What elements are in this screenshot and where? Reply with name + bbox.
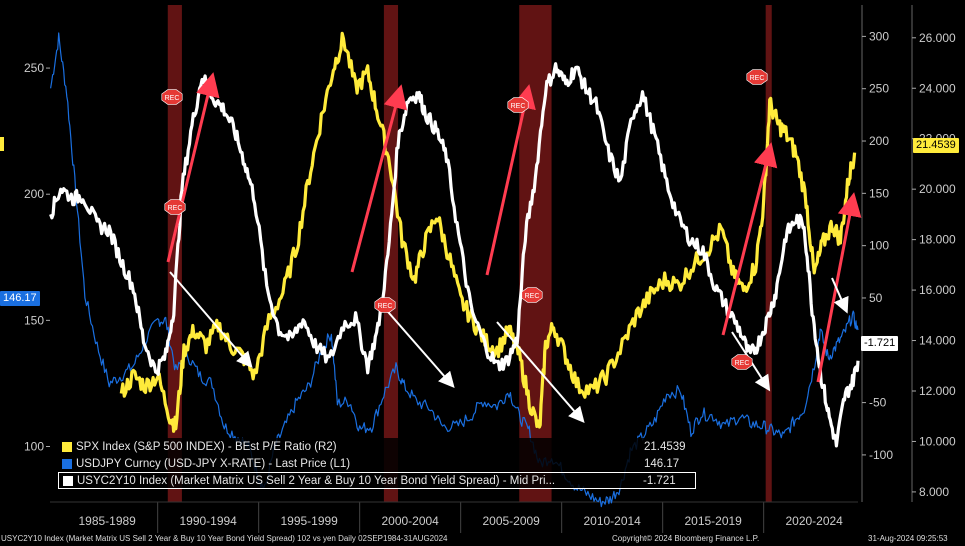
footer-description: USYC2Y10 Index (Market Matrix US Sell 2 … <box>1 534 448 543</box>
r2-tick-label: 16.000 <box>919 283 956 297</box>
trend-arrow-up <box>721 142 778 336</box>
chart-legend: SPX Index (S&P 500 INDEX) - BEst P/E Rat… <box>58 438 698 489</box>
r2-tick-label: 26.000 <box>919 31 956 45</box>
r1-tick-label: 100 <box>869 239 889 253</box>
chart-footer: USYC2Y10 Index (Market Matrix US Sell 2 … <box>0 533 965 546</box>
x-tick-label: 1985-1989 <box>78 514 136 528</box>
legend-entry-spx[interactable]: SPX Index (S&P 500 INDEX) - BEst P/E Rat… <box>58 438 698 455</box>
r2-tick-label: 18.000 <box>919 233 956 247</box>
chart-canvas: 1985-1989 1990-1994 1995-1999 2000-2004 2005… <box>0 5 956 533</box>
x-tick-label: 2010-2014 <box>583 514 641 528</box>
rec-badge: REC <box>731 354 753 370</box>
r1-tick-label: 150 <box>869 186 889 200</box>
rec-badge: REC <box>374 297 396 313</box>
series-line-usyc2y10 <box>49 62 860 448</box>
r2-tick-label: 12.000 <box>919 384 956 398</box>
rec-badge-text: REC <box>378 303 393 310</box>
rec-badge-shape <box>746 69 768 85</box>
rec-badge-shape <box>164 199 186 215</box>
trend-arrow-up <box>350 84 408 273</box>
trend-arrow-down <box>496 321 585 424</box>
footer-timestamp: 31-Aug-2024 09:25:53 <box>868 534 948 543</box>
r2-tick-label: 14.000 <box>919 334 956 348</box>
footer-copyright: Copyright© 2024 Bloomberg Finance L.P. <box>612 534 760 543</box>
rec-badge-shape <box>374 297 396 313</box>
legend-label-2s10s: USYC2Y10 Index (Market Matrix US Sell 2 … <box>77 474 556 487</box>
rec-badge-text: REC <box>165 95 180 102</box>
legend-swatch-spx <box>62 441 72 452</box>
rec-badge: REC <box>161 89 183 105</box>
left-tick-label: 200 <box>24 187 44 201</box>
x-tick-label: 2020-2024 <box>785 514 843 528</box>
legend-entry-usdjpy[interactable]: USDJPY Curncy (USD-JPY X-RATE) - Last Pr… <box>58 455 698 472</box>
r1-tick-label: -50 <box>869 396 887 410</box>
r2-tick-label: 8.000 <box>919 485 949 499</box>
left-tick-label: 250 <box>24 61 44 75</box>
legend-value-spx: 21.4539 <box>644 440 686 453</box>
rec-badge: REC <box>521 287 543 303</box>
r2-tick-label: 10.000 <box>919 434 956 448</box>
legend-label-spx: SPX Index (S&P 500 INDEX) - BEst P/E Rat… <box>76 440 337 453</box>
r1-tick-label: -100 <box>869 448 893 462</box>
recession-band-3 <box>765 5 772 502</box>
rec-badge-text: REC <box>750 75 765 82</box>
r2-tick-label: 20.000 <box>919 182 956 196</box>
trend-arrow-up <box>485 84 536 276</box>
recession-band-1 <box>383 5 399 502</box>
legend-value-2s10s: -1.721 <box>643 474 676 487</box>
r2-tick-label: 24.000 <box>919 81 956 95</box>
rec-badge-shape <box>161 89 183 105</box>
r1-tick-label: 250 <box>869 82 889 96</box>
rec-badge-shape <box>507 97 529 113</box>
rec-badge-text: REC <box>735 360 750 367</box>
legend-swatch-2s10s <box>63 475 73 486</box>
recession-band-0 <box>167 5 182 502</box>
series-line-spx <box>119 31 857 433</box>
trend-arrow-up <box>816 192 862 383</box>
x-tick-label: 2015-2019 <box>684 514 742 528</box>
series-line-usdjpy <box>50 32 859 508</box>
spx-current-callout: 21.4539 <box>913 138 959 153</box>
trend-arrow-down <box>381 304 455 389</box>
trend-arrow-up <box>166 72 220 263</box>
r1-tick-label: 200 <box>869 134 889 148</box>
rec-badge-text: REC <box>168 205 183 212</box>
left-tick-label: 100 <box>24 439 44 453</box>
rec-badge-shape <box>521 287 543 303</box>
rec-badge: REC <box>746 69 768 85</box>
legend-entry-2s10s[interactable]: USYC2Y10 Index (Market Matrix US Sell 2 … <box>58 472 696 489</box>
r2-axis-indicator <box>0 137 4 151</box>
trend-arrow-down <box>831 277 849 314</box>
x-tick-label: 1990-1994 <box>179 514 237 528</box>
r1-tick-label: 50 <box>869 291 883 305</box>
legend-label-usdjpy: USDJPY Curncy (USD-JPY X-RATE) - Last Pr… <box>76 457 351 470</box>
trend-arrow-down <box>169 271 253 369</box>
usdjpy-current-callout: 146.17 <box>0 291 40 306</box>
x-tick-label: 2000-2004 <box>381 514 439 528</box>
legend-swatch-usdjpy <box>62 458 72 469</box>
legend-value-usdjpy: 146.17 <box>644 457 680 470</box>
rec-badge-text: REC <box>511 103 526 110</box>
left-tick-label: 150 <box>24 313 44 327</box>
spread-current-callout: -1.721 <box>861 336 899 351</box>
x-tick-label: 2005-2009 <box>482 514 540 528</box>
rec-badge-text: REC <box>525 293 540 300</box>
rec-badge-shape <box>731 354 753 370</box>
x-tick-label: 1995-1999 <box>280 514 338 528</box>
rec-badge: REC <box>164 199 186 215</box>
rec-badge: REC <box>507 97 529 113</box>
r1-tick-label: 300 <box>869 29 889 43</box>
